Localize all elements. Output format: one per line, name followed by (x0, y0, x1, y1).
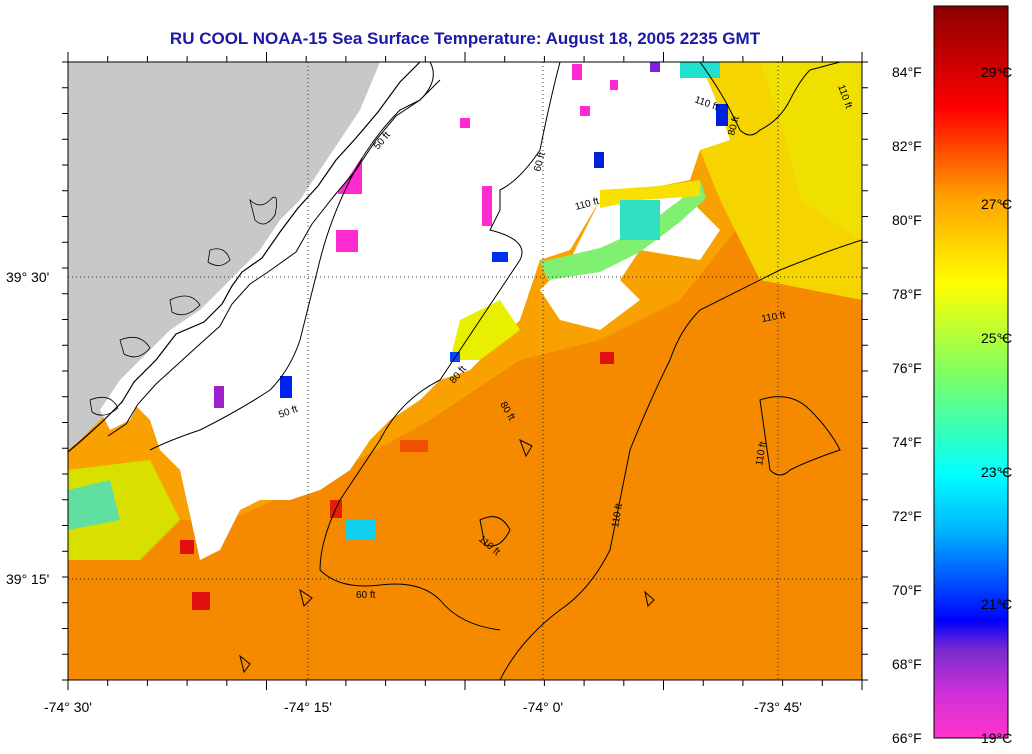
cold-pixel (346, 520, 376, 540)
contour-label: 60 ft (532, 151, 548, 173)
ocean-nearshore-green (68, 480, 120, 530)
depth-contour-60ft (319, 62, 561, 631)
colorbar-fahrenheit-label: 66°F (892, 730, 922, 746)
cold-pixel (716, 104, 728, 126)
x-tick-label: -74° 30' (44, 699, 92, 715)
cold-pixel (594, 152, 604, 168)
flag-pixel (460, 118, 470, 128)
x-axis-ticks (67, 52, 863, 690)
depth-contour-110ft-loop (759, 396, 841, 476)
colorbar-celsius-label: 19°C (981, 730, 1012, 746)
contour-label: 110 ft (761, 310, 787, 325)
colorbar-celsius-label: 21°C (981, 596, 1012, 612)
colorbar-celsius-label: 29°C (981, 64, 1012, 80)
contour-label: 80 ft (726, 115, 742, 137)
colorbar-celsius-labels: 29°C 27°C 25°C 23°C 21°C 19°C (981, 64, 1012, 746)
flag-pixel (336, 230, 358, 252)
colorbar-fahrenheit-label: 82°F (892, 138, 922, 154)
flag-pixel (580, 106, 590, 116)
contour-label: 60 ft (356, 590, 376, 601)
colorbar-fahrenheit-label: 74°F (892, 434, 922, 450)
depth-contour-loop (479, 516, 511, 547)
marsh-outlines (89, 196, 278, 416)
colorbar-celsius-label: 25°C (981, 330, 1012, 346)
x-tick-label: -74° 15' (284, 699, 332, 715)
cloud-edge-yellow (450, 300, 520, 360)
hotspot (400, 440, 428, 452)
colorbar-fahrenheit-label: 76°F (892, 360, 922, 376)
colorbar (933, 5, 1009, 739)
hotspot (180, 540, 194, 554)
colorbar-fahrenheit-label: 80°F (892, 212, 922, 228)
y-axis-ticks (62, 61, 868, 681)
map-title: RU COOL NOAA-15 Sea Surface Temperature:… (169, 29, 761, 48)
map-plot-area: 50 ft 50 ft 60 ft 60 ft 80 ft 80 ft 80 f… (68, 62, 862, 680)
cold-pixel (280, 376, 292, 398)
colorbar-fahrenheit-label: 70°F (892, 582, 922, 598)
ocean-orange-field (68, 180, 862, 680)
flag-pixel (610, 80, 618, 90)
barrier-island-outline (107, 79, 441, 437)
cold-pixel (492, 252, 508, 262)
depth-contour-110ft (499, 239, 862, 680)
colorbar-celsius-label: 23°C (981, 464, 1012, 480)
hotspot (600, 352, 614, 364)
coastline (68, 62, 421, 453)
colorbar-fahrenheit-label: 78°F (892, 286, 922, 302)
colorbar-fahrenheit-label: 72°F (892, 508, 922, 524)
flag-pixel (214, 386, 224, 408)
y-tick-label: 39° 30' (6, 269, 49, 285)
colorbar-celsius-label: 27°C (981, 196, 1012, 212)
flag-pixel (572, 64, 582, 80)
x-tick-label: -73° 45' (754, 699, 802, 715)
contour-label: 110 ft (610, 502, 625, 528)
depth-contour-50ft (149, 62, 434, 451)
flag-pixel (650, 62, 660, 72)
cool-patch (680, 62, 720, 78)
contour-label: 110 ft (754, 440, 769, 466)
cool-patch (620, 200, 660, 240)
hotspot (192, 592, 210, 610)
colorbar-fahrenheit-label: 84°F (892, 64, 922, 80)
y-tick-label: 39° 15' (6, 571, 49, 587)
colorbar-fahrenheit-label: 68°F (892, 656, 922, 672)
lat-lon-grid (68, 62, 862, 680)
cloud-edge-green (540, 180, 706, 280)
x-tick-label: -74° 0' (523, 699, 563, 715)
depth-contour-110ft-north (699, 62, 841, 136)
ocean-yellow-east (760, 62, 862, 240)
colorbar-fahrenheit-labels: 84°F 82°F 80°F 78°F 76°F 74°F 72°F 70°F 68°F 66°F (892, 64, 922, 746)
flag-pixel (482, 186, 492, 226)
